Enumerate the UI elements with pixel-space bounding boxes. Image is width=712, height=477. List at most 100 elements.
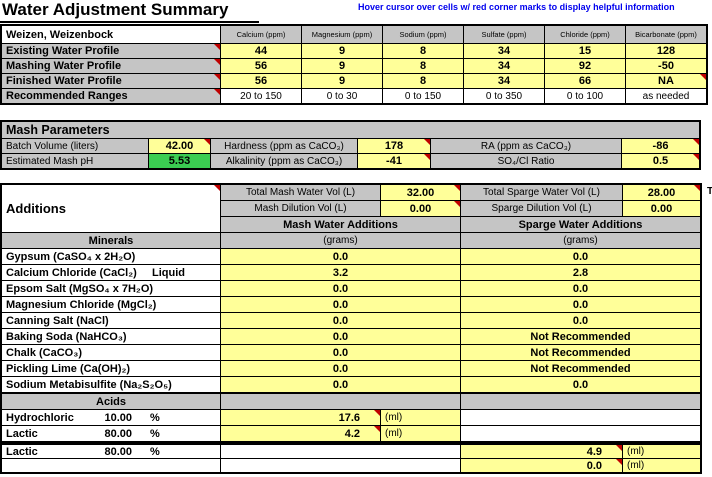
red-corner-mark-icon (616, 459, 622, 465)
existing-bicarbonate-cell[interactable]: 128 (626, 44, 706, 58)
mashing-bicarbonate-cell[interactable]: -50 (626, 59, 706, 73)
acid-mash-value[interactable]: 4.2 (221, 426, 380, 441)
finished-sulfate-cell[interactable]: 34 (464, 74, 544, 88)
mineral-sparge-value[interactable]: Not Recommended (461, 361, 700, 376)
mineral-sparge-value[interactable]: 0.0 (461, 313, 700, 328)
cell-text: Existing Water Profile (6, 45, 120, 57)
finished-sodium-cell[interactable]: 8 (383, 74, 463, 88)
sparge-dilution-label: Sparge Dilution Vol (L) (461, 201, 622, 216)
finished-magnesium-cell[interactable]: 9 (302, 74, 382, 88)
acid-mash-empty (221, 459, 460, 472)
mashing-sulfate-cell[interactable]: 34 (464, 59, 544, 73)
finished-bicarbonate-cell[interactable]: NA (626, 74, 706, 88)
mash-parameters-header: Mash Parameters (2, 122, 699, 138)
mashing-magnesium-cell[interactable]: 9 (302, 59, 382, 73)
finished-calcium-cell[interactable]: 56 (221, 74, 301, 88)
mineral-mash-value[interactable]: 0.0 (221, 329, 460, 344)
sparge-dilution-cell[interactable]: 0.00 (623, 201, 700, 216)
existing-chloride-cell[interactable]: 15 (545, 44, 625, 58)
column-header-magnesium: Magnesium (ppm) (302, 26, 382, 43)
mineral-label-calcium-chloride: Calcium Chloride (CaCl₂) Liquid (2, 265, 220, 280)
alkalinity-label: Alkalinity (ppm as CaCO₃) (211, 154, 357, 168)
minerals-section-header: Minerals (2, 233, 220, 248)
hardness-label: Hardness (ppm as CaCO₃) (211, 139, 357, 153)
acid-label-lactic: Lactic 80.00% (2, 426, 220, 441)
ml-unit-label: (ml) (381, 426, 460, 441)
cell-text: 0.5 (652, 155, 669, 167)
existing-magnesium-cell[interactable]: 9 (302, 44, 382, 58)
mineral-sparge-value[interactable]: Not Recommended (461, 329, 700, 344)
red-corner-mark-icon (693, 154, 699, 160)
mash-dilution-cell[interactable]: 0.00 (381, 201, 460, 216)
estimated-mash-ph-cell[interactable]: 5.53 (149, 154, 210, 168)
cell-text: 4.9 (586, 445, 602, 458)
mineral-label-magnesium-chloride: Magnesium Chloride (MgCl₂) (2, 297, 220, 312)
existing-calcium-cell[interactable]: 44 (221, 44, 301, 58)
mineral-label-sodium-metabisulfite: Sodium Metabisulfite (Na₂S₂O₅) (2, 377, 220, 392)
mineral-mash-value[interactable]: 0.0 (221, 313, 460, 328)
mash-additions-column-header: Mash Water Additions (221, 217, 460, 232)
red-corner-mark-icon (374, 410, 380, 416)
finished-chloride-cell[interactable]: 66 (545, 74, 625, 88)
cell-text: 28.00 (647, 186, 676, 199)
acid-mash-value[interactable]: 17.6 (221, 410, 380, 425)
mineral-mash-value[interactable]: 0.0 (221, 377, 460, 392)
additions-header: Additions (2, 185, 220, 232)
existing-sodium-cell[interactable]: 8 (383, 44, 463, 58)
mineral-mash-value[interactable]: 0.0 (221, 361, 460, 376)
page-title: Water Adjustment Summary (0, 0, 259, 23)
mashing-chloride-cell[interactable]: 92 (545, 59, 625, 73)
acids-header-spacer (221, 394, 460, 409)
mineral-sparge-value[interactable]: 0.0 (461, 281, 700, 296)
hardness-cell[interactable]: 178 (358, 139, 430, 153)
row-label-mashing-profile: Mashing Water Profile (2, 59, 220, 73)
mineral-mash-value[interactable]: 3.2 (221, 265, 460, 280)
recommended-sulfate-cell: 0 to 350 (464, 89, 544, 103)
cell-text: 0.0 (586, 459, 602, 472)
ra-cell[interactable]: -86 (622, 139, 699, 153)
acids-mash-table: Acids Hydrochloric 10.00% 17.6 (ml) Lacti… (0, 392, 702, 443)
mineral-sparge-value[interactable]: 2.8 (461, 265, 700, 280)
mineral-sparge-value[interactable]: 0.0 (461, 249, 700, 264)
mash-ph-label: Estimated Mash pH (2, 154, 148, 168)
cell-text: Mashing Water Profile (6, 60, 122, 72)
acid-sparge-empty (461, 410, 700, 425)
mineral-mash-value[interactable]: 0.0 (221, 345, 460, 360)
sparge-additions-column-header: Sparge Water Additions (461, 217, 700, 232)
total-sparge-water-label: Total Sparge Water Vol (L) (461, 185, 622, 200)
mineral-mash-value[interactable]: 0.0 (221, 249, 460, 264)
acid-mash-empty (221, 445, 460, 458)
existing-sulfate-cell[interactable]: 34 (464, 44, 544, 58)
alkalinity-cell[interactable]: -41 (358, 154, 430, 168)
mineral-label-epsom-salt: Epsom Salt (MgSO₄ x 7H₂O) (2, 281, 220, 296)
mineral-sparge-value[interactable]: 0.0 (461, 377, 700, 392)
mashing-sodium-cell[interactable]: 8 (383, 59, 463, 73)
ml-unit-label: (ml) (623, 445, 700, 458)
mineral-sparge-value[interactable]: 0.0 (461, 297, 700, 312)
ml-unit-label: (ml) (623, 459, 700, 472)
red-corner-mark-icon (454, 201, 460, 207)
acid-sparge-value[interactable]: 0.0 (461, 459, 622, 472)
acids-sparge-table: Lactic 80.00% 4.9 (ml) 0.0 (ml) (0, 443, 702, 474)
cell-text: 0.00 (409, 202, 432, 215)
mashing-calcium-cell[interactable]: 56 (221, 59, 301, 73)
hover-hint-text: Hover cursor over cells w/ red corner ma… (358, 2, 675, 12)
acid-label-hydrochloric: Hydrochloric 10.00% (2, 410, 220, 425)
mineral-note-liquid: Liquid (152, 266, 185, 279)
mineral-sparge-value[interactable]: Not Recommended (461, 345, 700, 360)
mineral-mash-value[interactable]: 0.0 (221, 281, 460, 296)
column-header-bicarbonate: Bicarbonate (ppm) (626, 26, 706, 43)
total-sparge-water-cell[interactable]: 28.00 (623, 185, 700, 200)
total-mash-water-cell[interactable]: 32.00 (381, 185, 460, 200)
cell-text: 178 (384, 140, 404, 152)
cell-text: Calcium Chloride (CaCl₂) (6, 266, 137, 279)
batch-volume-cell[interactable]: 42.00 (149, 139, 210, 153)
red-corner-mark-icon (214, 74, 220, 80)
mineral-mash-value[interactable]: 0.0 (221, 297, 460, 312)
acids-header-spacer (461, 394, 700, 409)
red-corner-mark-icon (693, 139, 699, 145)
acid-sparge-value[interactable]: 4.9 (461, 445, 622, 458)
so4-cl-ratio-cell[interactable]: 0.5 (622, 154, 699, 168)
sparge-grams-unit-label: (grams) (461, 233, 700, 248)
